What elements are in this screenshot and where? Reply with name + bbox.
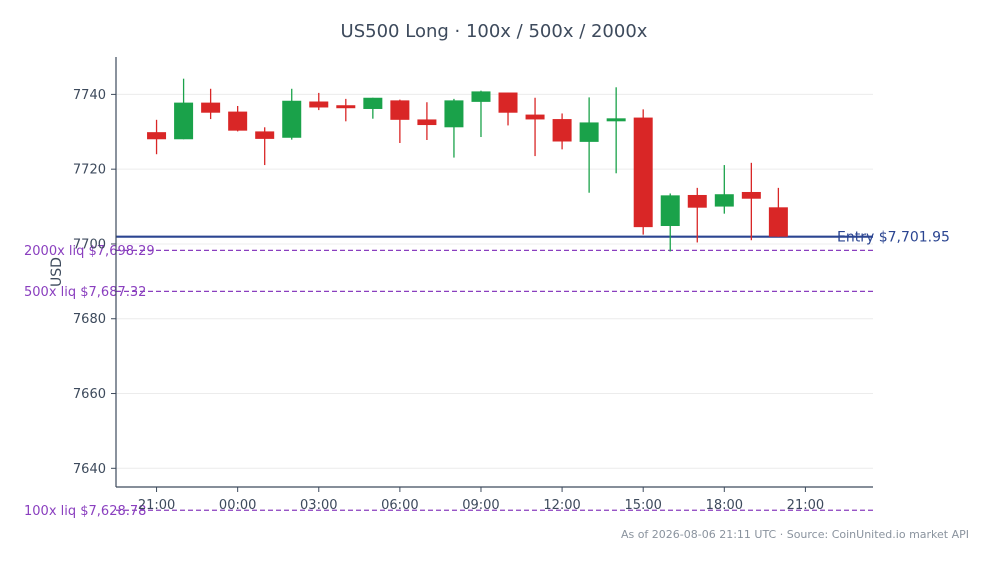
candle-body — [147, 132, 167, 140]
x-tick-label: 00:00 — [219, 498, 256, 513]
candle-down — [417, 102, 437, 141]
candle-down — [741, 162, 761, 241]
y-tick-label: 7740 — [73, 88, 106, 103]
candle-down — [498, 92, 518, 126]
candle-body — [228, 111, 248, 131]
candle-body — [579, 122, 599, 142]
grid — [116, 93, 873, 469]
entry-label: Entry $7,701.95 — [837, 230, 950, 246]
candle-up — [363, 97, 383, 119]
candle-up — [606, 87, 626, 174]
candle-body — [309, 101, 329, 108]
candle-down — [336, 98, 356, 122]
liq-2000x-label: 2000x liq $7,698.29 — [24, 244, 155, 259]
candle-body — [336, 105, 356, 109]
candle-down — [390, 99, 410, 143]
candle-body — [201, 102, 221, 113]
x-tick-label: 06:00 — [381, 498, 418, 513]
candle-up — [174, 78, 194, 140]
candle-down — [768, 187, 788, 237]
candle-down — [201, 88, 221, 120]
y-tick-label: 7680 — [73, 312, 106, 327]
candle-body — [498, 92, 518, 113]
candle-body — [552, 119, 572, 142]
candle-body — [714, 194, 734, 207]
liq-500x-label: 500x liq $7,687.32 — [24, 285, 146, 300]
candle-up — [444, 98, 464, 158]
candle-body — [741, 191, 761, 199]
candle-body — [255, 131, 275, 139]
x-tick-label: 18:00 — [706, 498, 743, 513]
x-tick-label: 09:00 — [462, 498, 499, 513]
candle-up — [282, 88, 302, 140]
chart-title: US500 Long · 100x / 500x / 2000x — [341, 21, 648, 42]
candle-body — [282, 100, 302, 138]
liq-100x-label: 100x liq $7,628.78 — [24, 504, 146, 519]
candle-up — [471, 90, 491, 138]
candle-up — [660, 193, 680, 252]
x-tick-label: 12:00 — [543, 498, 580, 513]
candle-body — [390, 100, 410, 120]
candle-body — [768, 207, 788, 237]
candle-down — [633, 109, 653, 235]
candle-body — [471, 91, 491, 102]
candle-body — [444, 100, 464, 128]
candle-up — [579, 97, 599, 193]
candle-down — [525, 97, 545, 157]
y-tick-label: 7640 — [73, 462, 106, 477]
candle-body — [417, 119, 437, 126]
x-tick-label: 21:00 — [787, 498, 824, 513]
candle-up — [714, 165, 734, 214]
candle-body — [660, 195, 680, 227]
candle-down — [552, 113, 572, 150]
y-tick-label: 7700 — [73, 237, 106, 252]
candle-body — [633, 117, 653, 228]
y-tick-label: 7720 — [73, 163, 106, 178]
axes: 7640 7660 7680 7700 7720 7740 21:00 00:00 03:00 0… — [73, 57, 873, 513]
y-tick-label: 7660 — [73, 387, 106, 402]
candle-down — [687, 187, 707, 243]
x-tick-label: 03:00 — [300, 498, 337, 513]
candle-down — [147, 119, 167, 155]
footer-source: As of 2026-08-06 21:11 UTC · Source: Coi… — [621, 528, 969, 541]
reference-lines: Entry $7,701.95 2000x liq $7,698.29 500x l… — [24, 230, 950, 519]
candle-body — [525, 114, 545, 120]
candle-body — [363, 97, 383, 109]
candle-body — [606, 118, 626, 122]
x-tick-label: 15:00 — [624, 498, 661, 513]
candle-body — [174, 102, 194, 140]
candle-down — [228, 105, 248, 132]
candle-down — [255, 127, 275, 166]
x-tick-label: 21:00 — [138, 498, 175, 513]
candles — [147, 78, 788, 252]
candle-down — [309, 92, 329, 111]
y-axis-label: USD — [49, 257, 65, 287]
candle-body — [687, 194, 707, 208]
